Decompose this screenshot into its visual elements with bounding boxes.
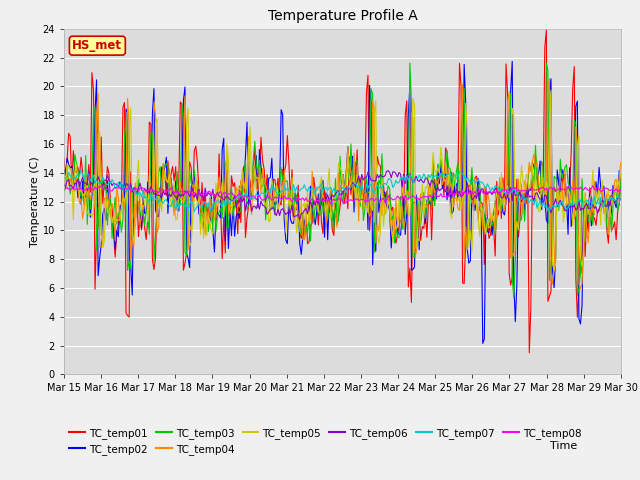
Line: TC_temp01: TC_temp01 [64, 30, 621, 353]
Line: TC_temp03: TC_temp03 [64, 63, 621, 298]
Title: Temperature Profile A: Temperature Profile A [268, 10, 417, 24]
Legend: TC_temp01, TC_temp02, TC_temp03, TC_temp04, TC_temp05, TC_temp06, TC_temp07, TC_: TC_temp01, TC_temp02, TC_temp03, TC_temp… [69, 428, 581, 455]
Line: TC_temp08: TC_temp08 [64, 185, 621, 204]
Y-axis label: Temperature (C): Temperature (C) [29, 156, 40, 247]
Line: TC_temp06: TC_temp06 [64, 170, 621, 219]
Line: TC_temp05: TC_temp05 [64, 91, 621, 270]
Text: HS_met: HS_met [72, 39, 122, 52]
Line: TC_temp07: TC_temp07 [64, 170, 621, 212]
Text: Time: Time [550, 441, 577, 451]
Line: TC_temp02: TC_temp02 [64, 61, 621, 343]
Line: TC_temp04: TC_temp04 [64, 79, 621, 288]
